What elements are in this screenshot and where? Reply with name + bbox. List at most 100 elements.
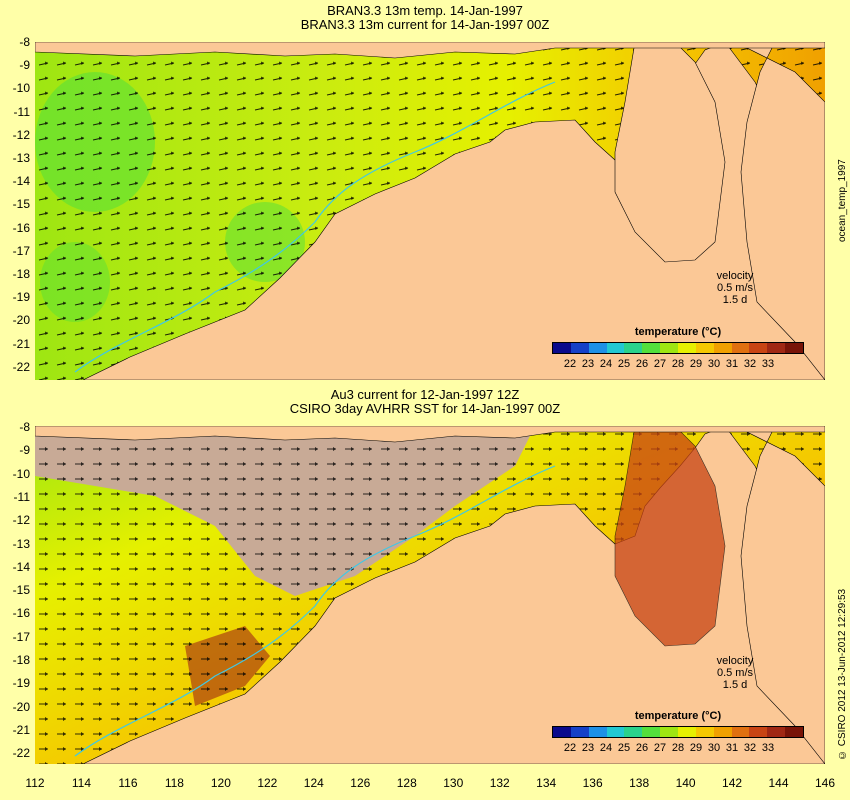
y-tick-label: -21	[12, 722, 30, 737]
legend-swatch	[678, 727, 696, 737]
x-tick-label: 136	[582, 776, 603, 790]
bottom-velocity-key: velocity 0.5 m/s 1.5 d	[700, 655, 770, 691]
y-tick-label: -15	[12, 583, 30, 598]
legend-swatch	[785, 727, 804, 737]
y-tick-label: -16	[12, 220, 30, 235]
legend-label: 27	[653, 358, 667, 370]
isotherm-contour	[74, 81, 556, 373]
y-tick-label: -10	[12, 81, 30, 96]
legend-label: 33	[761, 358, 775, 370]
legend-swatch	[678, 343, 696, 353]
legend-label: 26	[635, 742, 649, 754]
legend-swatch	[695, 727, 714, 737]
x-tick-label: 144	[768, 776, 789, 790]
legend-label: 22	[563, 358, 577, 370]
land-cape-york	[614, 426, 726, 647]
legend-label: 30	[707, 358, 721, 370]
y-tick-label: -13	[12, 151, 30, 165]
legend-label: 23	[581, 358, 595, 370]
legend-swatch	[588, 343, 607, 353]
y-tick-label: -16	[12, 606, 30, 621]
velocity-time: 1.5 d	[722, 294, 748, 306]
velocity-scale: 0.5 m/s	[716, 282, 754, 294]
legend-label: 25	[617, 358, 631, 370]
y-tick-label: -19	[12, 290, 30, 305]
y-tick-label: -20	[12, 313, 30, 328]
legend-swatch	[767, 727, 786, 737]
bottom-side-label: © CSIRO 2012 13-Jun-2012 12:29:53	[837, 588, 848, 760]
y-tick-label: -22	[12, 359, 30, 374]
land-timor	[35, 42, 825, 59]
x-tick-label: 142	[722, 776, 743, 790]
y-tick-label: -17	[12, 243, 30, 258]
bottom-title-2: CSIRO 3day AVHRR SST for 14-Jan-1997 00Z	[289, 401, 561, 416]
legend-swatch	[606, 343, 625, 353]
legend-swatch	[695, 343, 714, 353]
top-side-label: ocean_temp_1997	[837, 159, 848, 242]
y-tick-label: -10	[12, 466, 30, 481]
top-velocity-key: velocity 0.5 m/s 1.5 d	[700, 270, 770, 306]
legend-label: 28	[671, 358, 685, 370]
y-tick-label: -21	[12, 336, 30, 351]
y-tick-label: -12	[12, 127, 30, 142]
x-tick-label: 132	[489, 776, 510, 790]
legend-swatch	[749, 343, 768, 353]
legend-label: 27	[653, 742, 667, 754]
top-title-2: BRAN3.3 13m current for 14-Jan-1997 00Z	[300, 17, 550, 32]
velocity-scale: 0.5 m/s	[716, 667, 754, 679]
legend-label: 26	[635, 358, 649, 370]
legend-swatch	[731, 343, 750, 353]
legend-swatch	[767, 343, 786, 353]
bottom-map-panel	[35, 426, 825, 764]
y-tick-label: -8	[19, 35, 30, 49]
x-tick-label: 130	[443, 776, 464, 790]
x-tick-label: 128	[396, 776, 417, 790]
x-tick-label: 116	[118, 776, 138, 790]
legend-swatch	[713, 343, 732, 353]
legend-swatch	[553, 727, 571, 737]
x-tick-label: 118	[164, 776, 184, 790]
legend-label: 31	[725, 742, 739, 754]
legend-title: temperature (°C)	[634, 710, 722, 722]
x-tick-label: 126	[350, 776, 371, 790]
land-timor	[35, 426, 825, 443]
legend-label: 29	[689, 358, 703, 370]
legend-label: 24	[599, 742, 613, 754]
x-tick-label: 120	[210, 776, 231, 790]
legend-swatch	[570, 727, 589, 737]
legend-colorbar	[552, 726, 804, 738]
y-tick-label: -22	[12, 746, 30, 761]
bottom-title-1: Au3 current for 12-Jan-1997 12Z	[330, 387, 520, 402]
legend-label: 32	[743, 742, 757, 754]
velocity-label: velocity	[716, 270, 754, 282]
legend-swatch	[642, 343, 661, 353]
y-tick-label: -18	[12, 653, 30, 667]
legend-swatch	[642, 727, 661, 737]
top-title-1: BRAN3.3 13m temp. 14-Jan-1997	[327, 3, 523, 18]
y-tick-label: -19	[12, 676, 30, 691]
y-tick-label: -15	[12, 197, 30, 212]
x-tick-label: 146	[814, 776, 836, 790]
legend-colorbar	[552, 342, 804, 354]
y-tick-label: -20	[12, 699, 30, 714]
velocity-time: 1.5 d	[722, 679, 748, 691]
legend-label: 31	[725, 358, 739, 370]
land-cape-york	[614, 42, 726, 263]
legend-label: 32	[743, 358, 757, 370]
y-tick-label: -8	[19, 420, 30, 434]
isotherm-contour	[74, 465, 556, 757]
y-tick-label: -13	[12, 536, 30, 551]
legend-label: 23	[581, 742, 595, 754]
legend-label: 28	[671, 742, 685, 754]
legend-swatch	[553, 343, 571, 353]
legend-swatch	[731, 727, 750, 737]
top-map-panel	[35, 42, 825, 380]
legend-label: 33	[761, 742, 775, 754]
land-cape-york-east	[734, 426, 825, 764]
y-tick-label: -11	[13, 104, 30, 119]
legend-labels: 22 23 24 25 26 27 28 29 30 31 32 33	[552, 742, 804, 754]
y-tick-label: -14	[12, 559, 30, 574]
legend-swatch	[660, 343, 679, 353]
y-tick-label: -11	[13, 489, 30, 504]
x-tick-label: 134	[536, 776, 557, 790]
